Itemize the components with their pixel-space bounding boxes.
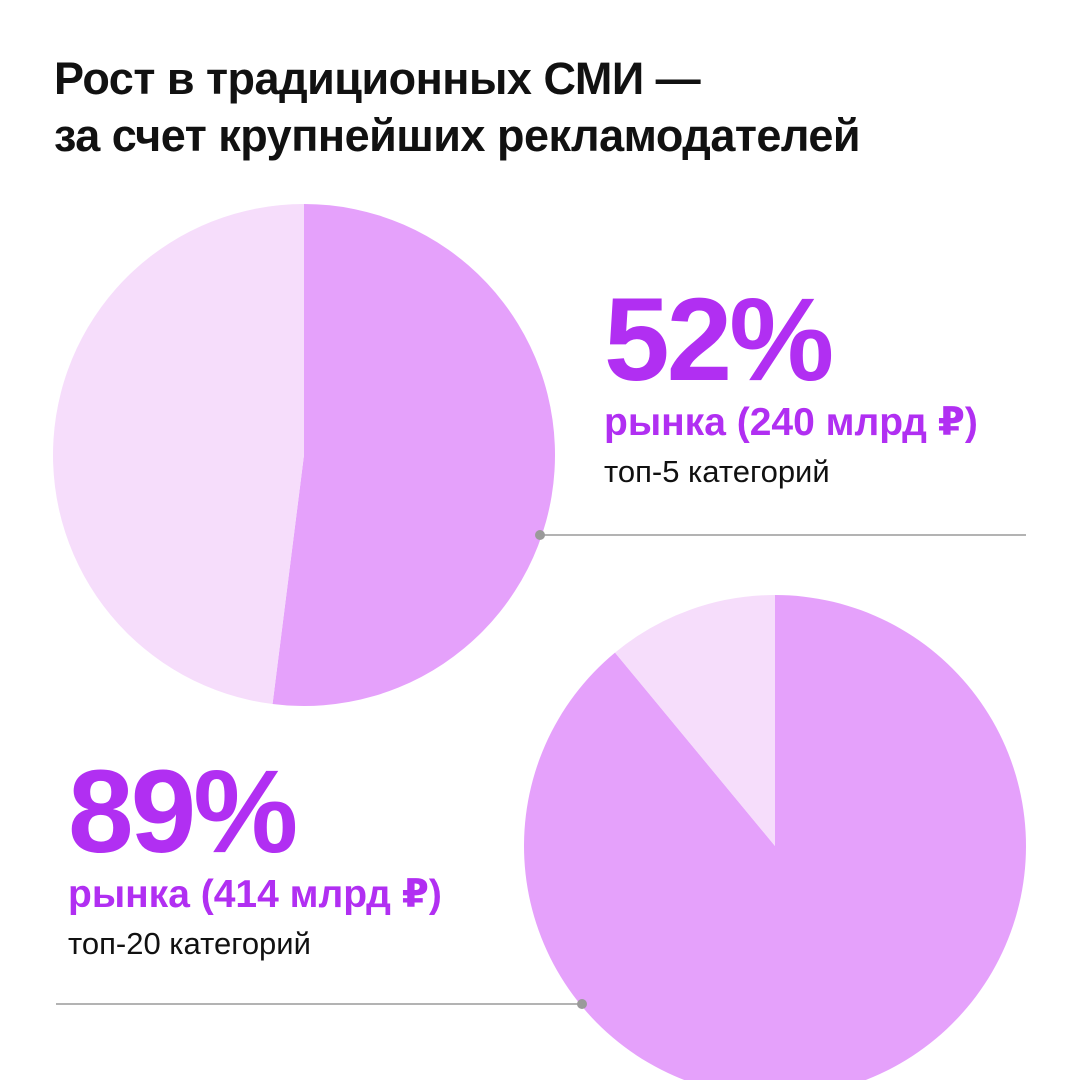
stat-top20-percent: 89% [68,746,298,878]
leader-line-top5 [535,530,1026,540]
leader-line-top20 [56,999,587,1009]
chart-title: Рост в традиционных СМИ — за счет крупне… [54,50,1054,164]
stat-top5-subtitle: рынка (240 млрд ₽) [604,401,978,444]
pie-top20-slice-main [524,595,1027,1080]
title-line-1: Рост в традиционных СМИ — [54,53,701,104]
pie-top5-slice-main [272,204,556,706]
stat-top20-caption: топ-20 категорий [68,926,311,961]
stat-top5-caption: топ-5 категорий [604,454,830,489]
stat-top20: 89% рынка (414 млрд ₽) топ-20 категорий [68,752,442,964]
stat-top5-percent: 52% [604,274,834,406]
pie-chart-top5 [53,204,556,706]
pie-top5-slice-rest [53,204,304,705]
stat-top20-subtitle: рынка (414 млрд ₽) [68,873,442,916]
title-line-2: за счет крупнейших рекламодателей [54,110,861,161]
pie-top20-slice-rest [615,595,775,846]
pie-chart-top20 [524,595,1027,1080]
stat-top5: 52% рынка (240 млрд ₽) топ-5 категорий [604,280,978,492]
